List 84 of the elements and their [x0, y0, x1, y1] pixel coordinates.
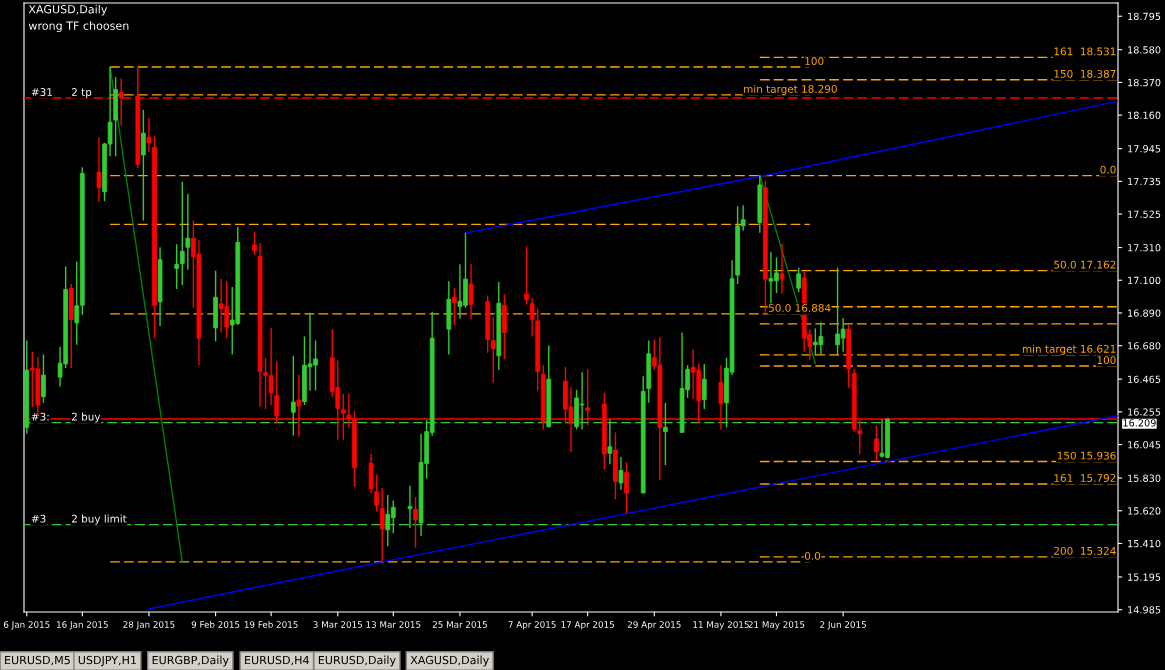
candlestick	[379, 487, 385, 563]
y-tick-label: 17.945	[1128, 145, 1161, 153]
candlestick	[96, 136, 102, 203]
y-tick-label: 17.100	[1128, 276, 1161, 285]
annotation: #31	[31, 88, 52, 96]
annotation: #3:	[31, 412, 49, 421]
annotation: 100	[805, 57, 824, 65]
candlestick	[185, 193, 191, 271]
annotation: 150 18.387	[1054, 69, 1116, 78]
x-tick-label: 9 Feb 2015	[191, 621, 240, 628]
y-tick-label: 18.370	[1128, 78, 1161, 87]
annotation: 0.0	[1100, 165, 1116, 174]
x-tick-label: 7 Apr 2015	[508, 621, 556, 630]
candlestick	[468, 263, 474, 320]
x-tick-label: 6 Jan 2015	[3, 621, 50, 630]
candlestick	[413, 496, 418, 549]
x-tick-label: 19 Feb 2015	[244, 621, 298, 628]
y-tick-label: 15.195	[1128, 573, 1161, 581]
y-tick-label: 18.795	[1128, 12, 1161, 21]
annotation: 0.0	[804, 551, 821, 560]
ref-line-label: 16.209	[1123, 419, 1156, 427]
text: EURGBP,Daily	[152, 655, 229, 667]
candlestick	[452, 287, 457, 326]
candlestick	[701, 363, 707, 410]
annotation: 100	[1097, 356, 1116, 365]
candlestick	[490, 316, 496, 384]
y-tick-label: 14.985	[1128, 606, 1161, 614]
candlestick	[179, 180, 185, 286]
text: EURUSD,Daily	[318, 655, 396, 667]
annotation: 200 15.324	[1054, 546, 1116, 555]
text: USDJPY,H1	[78, 655, 136, 667]
candlestick	[374, 473, 379, 513]
annotation: 2 tp	[71, 88, 92, 99]
candlestick	[524, 245, 529, 306]
x-tick-label: 21 May 2015	[748, 621, 805, 630]
y-tick-label: 15.830	[1128, 474, 1161, 482]
x-tick-label: 2 Jun 2015	[820, 621, 866, 630]
x-tick-label: 16 Jan 2015	[57, 621, 108, 630]
x-tick-label: 11 May 2015	[693, 621, 749, 630]
candlestick	[618, 456, 624, 491]
y-tick-label: 16.255	[1128, 408, 1161, 416]
x-tick-label: 28 Jan 2015	[123, 621, 175, 630]
annotation: 50.0 17.162	[1054, 260, 1116, 269]
text: EURUSD,H4	[245, 655, 309, 666]
annotation: 2 buy limit	[71, 514, 127, 525]
candlestick	[874, 424, 879, 462]
annotation: min target 16.621	[1022, 344, 1116, 355]
annotation: 161 15.792	[1054, 474, 1116, 482]
candlestick	[796, 266, 802, 293]
candlestick	[141, 109, 146, 222]
x-tick-label: 13 Mar 2015	[366, 621, 421, 628]
annotation: #3	[31, 514, 46, 523]
y-tick-label: 16.465	[1128, 375, 1161, 383]
x-tick-label: 3 Mar 2015	[313, 621, 362, 628]
text: EURUSD,M5	[5, 655, 70, 666]
text: wrong TF choosen	[28, 21, 129, 33]
candlestick	[624, 461, 629, 515]
annotation: 2 buy	[71, 412, 101, 423]
candlestick	[174, 243, 180, 290]
candlestick	[252, 231, 257, 256]
y-tick-label: 16.890	[1128, 309, 1161, 317]
annotation: 161 18.531	[1054, 47, 1116, 56]
x-tick-label: 17 Apr 2015	[561, 621, 614, 630]
candlestick	[41, 353, 46, 404]
y-tick-label: 17.525	[1128, 210, 1161, 218]
candlestick	[146, 117, 152, 153]
annotation: 150 15.936	[1057, 451, 1116, 460]
y-tick-label: 17.735	[1128, 177, 1161, 186]
candlestick	[779, 243, 785, 295]
y-tick-label: 15.620	[1128, 507, 1161, 515]
chart-title: XAGUSD,Daily	[28, 4, 108, 16]
y-tick-label: 15.410	[1128, 539, 1161, 548]
y-tick-label: 18.160	[1128, 111, 1161, 119]
candlestick	[529, 297, 535, 338]
line-series	[148, 415, 1118, 610]
text: XAGUSD,Daily	[410, 655, 489, 667]
y-tick-label: 18.580	[1128, 46, 1161, 54]
annotation: 50.0 16.884	[768, 303, 831, 312]
y-tick-label: 16.045	[1128, 441, 1161, 449]
x-tick-label: 25 Mar 2015	[432, 621, 487, 628]
annotation: min target 18.290	[744, 84, 837, 95]
y-tick-label: 16.680	[1128, 342, 1161, 350]
x-tick-label: 29 Apr 2015	[627, 621, 681, 630]
y-tick-label: 17.310	[1128, 244, 1161, 252]
